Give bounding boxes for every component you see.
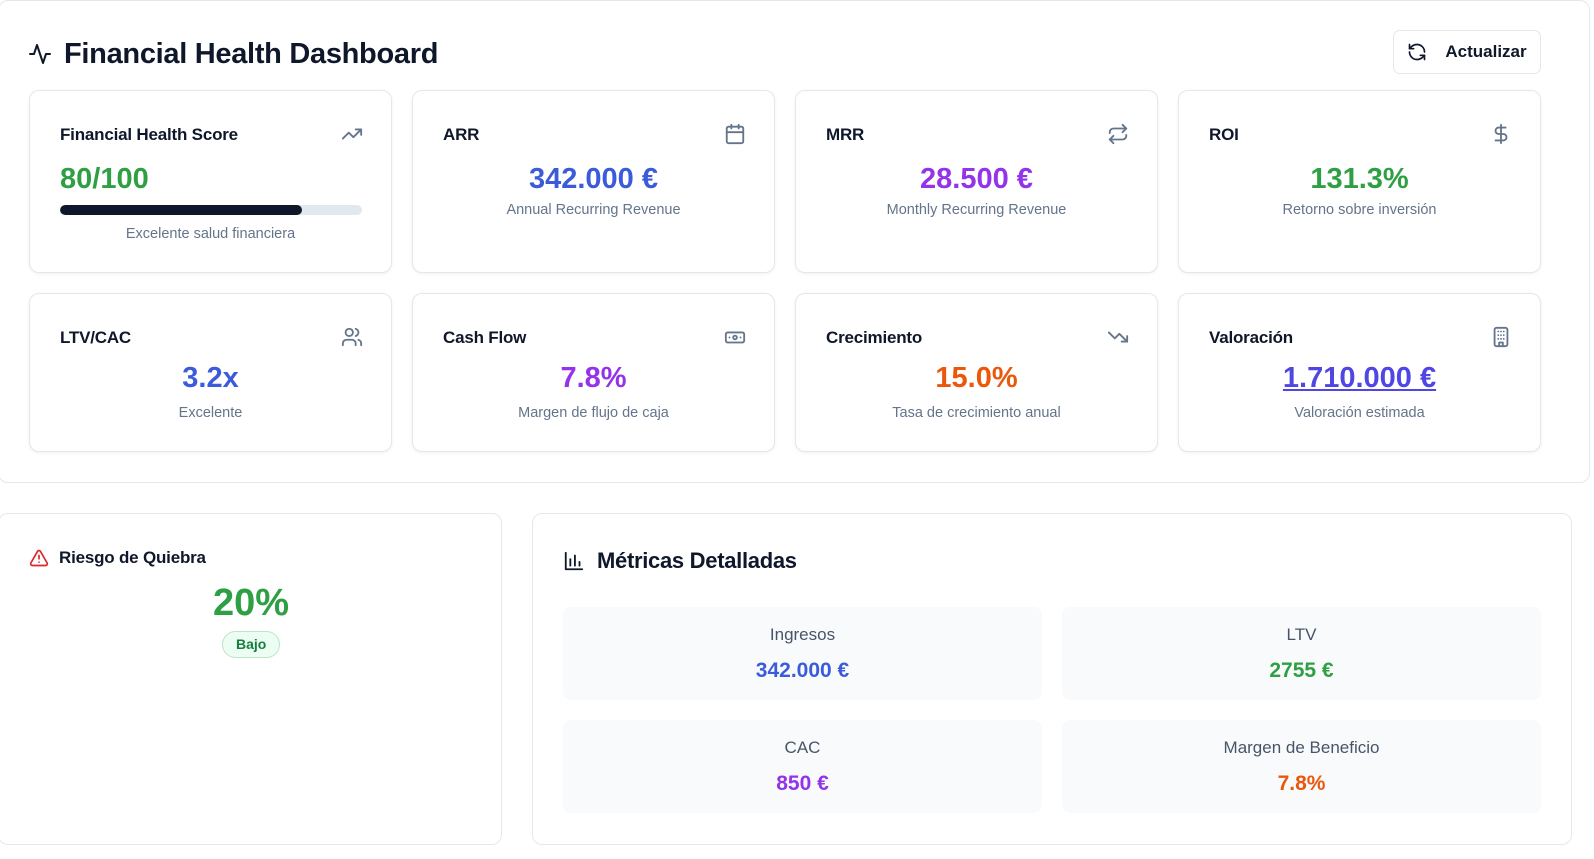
metrics-header: Métricas Detalladas [563,548,797,574]
repeat-icon [1107,123,1129,145]
cash-flow-card: Cash Flow 7.8% Margen de flujo de caja [412,293,775,452]
health-score-progress [60,205,362,215]
users-icon [341,326,363,348]
growth-card: Crecimiento 15.0% Tasa de crecimiento an… [795,293,1158,452]
detailed-metrics-panel: Métricas Detalladas Ingresos 342.000 € L… [532,513,1572,845]
arr-card: ARR 342.000 € Annual Recurring Revenue [412,90,775,273]
metric-value: 342.000 € [755,659,850,682]
risk-header: Riesgo de Quiebra [29,548,206,568]
metric-label: Ingresos [769,625,836,644]
mrr-card: MRR 28.500 € Monthly Recurring Revenue [795,90,1158,273]
metric-profit-margin: Margen de Beneficio 7.8% [1062,720,1541,813]
activity-icon [28,42,52,66]
health-score-progress-fill [60,205,302,215]
card-subtitle: Valoración estimada [1294,405,1425,421]
risk-level-badge: Bajo [222,631,281,658]
valuation-link[interactable]: 1.710.000 € [1282,362,1437,394]
card-subtitle: Margen de flujo de caja [518,405,669,421]
cash-flow-value: 7.8% [560,362,627,394]
calendar-icon [724,123,746,145]
metric-value: 850 € [776,772,829,795]
building-icon [1490,326,1512,348]
trending-down-icon [1107,326,1129,348]
refresh-button[interactable]: Actualizar [1393,30,1541,74]
refresh-button-label: Actualizar [1445,42,1527,61]
bar-chart-icon [563,550,585,572]
refresh-icon [1407,42,1427,62]
roi-card: ROI 131.3% Retorno sobre inversión [1178,90,1541,273]
card-title: MRR [826,125,865,144]
ltv-cac-card: LTV/CAC 3.2x Excelente [29,293,392,452]
alert-triangle-icon [29,548,49,568]
metrics-title: Métricas Detalladas [597,548,797,573]
banknote-icon [724,326,746,348]
arr-value: 342.000 € [528,163,658,195]
card-title: ARR [443,125,480,144]
card-subtitle: Tasa de crecimiento anual [892,405,1061,421]
trending-up-icon [341,123,363,145]
growth-value: 15.0% [935,362,1018,394]
valuation-value: 1.710.000 € [1179,362,1540,395]
metric-label: CAC [784,738,821,757]
health-score-card: Financial Health Score 80/100 Excelente … [29,90,392,273]
valuation-card: Valoración 1.710.000 € Valoración estima… [1178,293,1541,452]
health-score-value: 80/100 [60,163,149,195]
mrr-value: 28.500 € [920,163,1033,195]
card-subtitle: Retorno sobre inversión [1282,202,1437,218]
card-title: Valoración [1209,328,1293,347]
card-title: ROI [1209,125,1239,144]
metric-label: LTV [1286,625,1317,644]
metric-value: 2755 € [1269,659,1334,682]
card-subtitle: Monthly Recurring Revenue [886,202,1067,218]
metric-label: Margen de Beneficio [1223,738,1380,757]
metric-cac: CAC 850 € [563,720,1042,813]
ltv-cac-value: 3.2x [182,362,239,394]
page-title: Financial Health Dashboard [64,37,439,70]
card-title: Cash Flow [443,328,527,347]
card-title: Financial Health Score [60,125,238,144]
card-title: LTV/CAC [60,328,131,347]
metric-ltv: LTV 2755 € [1062,607,1541,700]
bankruptcy-risk-panel: Riesgo de Quiebra 20% Bajo [0,513,502,845]
card-subtitle: Excelente [178,405,243,421]
metric-value: 7.8% [1277,772,1326,795]
risk-value: 20% [212,582,290,624]
card-subtitle: Annual Recurring Revenue [506,202,681,218]
dollar-icon [1490,123,1512,145]
risk-title: Riesgo de Quiebra [59,548,206,567]
roi-value: 131.3% [1310,163,1409,195]
card-title: Crecimiento [826,328,923,347]
card-subtitle: Excelente salud financiera [125,226,296,242]
metric-income: Ingresos 342.000 € [563,607,1042,700]
dashboard-header: Financial Health Dashboard [28,36,438,72]
